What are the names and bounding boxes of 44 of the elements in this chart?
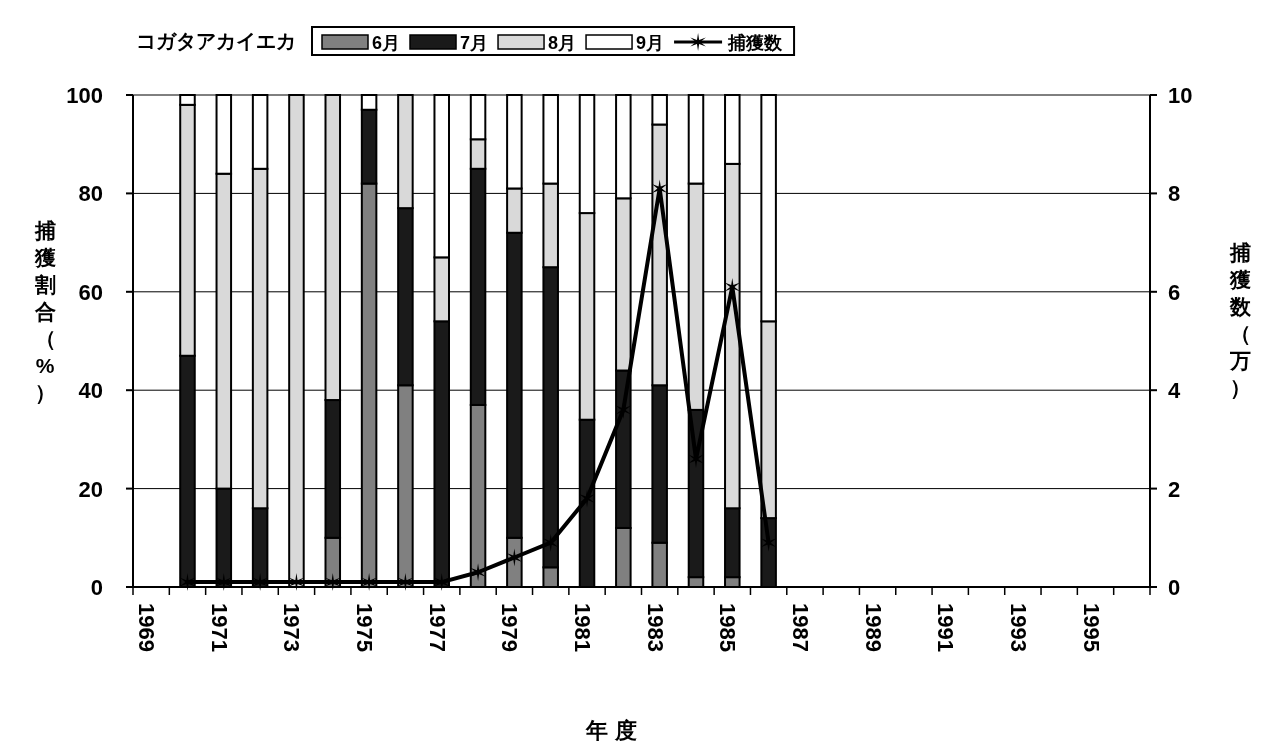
x-tick-label: 1975 [352, 603, 378, 652]
x-tick-label: 1995 [1078, 603, 1104, 652]
y2-tick-label: 0 [1168, 575, 1181, 600]
x-tick-label: 1991 [933, 603, 959, 652]
y-tick-label: 100 [66, 83, 103, 108]
y-tick-label: 60 [78, 279, 103, 305]
y2-axis-title: 捕獲数（万） [1228, 241, 1252, 399]
point [288, 573, 305, 592]
y2-tick-label: 6 [1168, 279, 1181, 305]
y-tick-label: 20 [78, 476, 103, 502]
y-tick-label: 80 [78, 181, 103, 207]
x-tick-label: 1983 [642, 603, 668, 652]
y2-tick-label: 2 [1168, 476, 1181, 502]
y2-tick-label: 8 [1168, 181, 1181, 207]
y-tick-label: 0 [90, 575, 103, 600]
y-tick-label: 40 [78, 378, 103, 404]
x-tick-label: 1973 [279, 603, 305, 652]
x-tick-label: 1981 [570, 603, 596, 652]
x-tick-label: 1971 [206, 603, 232, 652]
legend-label: 7月 [460, 33, 489, 53]
x-tick-label: 1989 [860, 603, 886, 652]
point [506, 548, 523, 567]
legend-label: 8月 [548, 33, 577, 53]
point [252, 573, 268, 592]
x-tick-label: 1969 [134, 603, 160, 652]
y2-tick-label: 4 [1168, 378, 1181, 404]
point [397, 573, 414, 592]
point [433, 573, 450, 592]
x-tick-label: 1993 [1005, 603, 1031, 652]
x-tick-label: 1979 [497, 603, 523, 652]
legend-label: 9月 [636, 33, 665, 53]
x-tick-label: 1987 [787, 603, 813, 652]
point [324, 573, 341, 592]
legend-label: 捕獲数 [727, 33, 784, 53]
legend-label: 6月 [372, 33, 401, 53]
point [216, 573, 232, 592]
y2-tick-label: 10 [1168, 83, 1193, 108]
point [179, 573, 196, 592]
point [542, 533, 559, 552]
chart-title: コガタアカイエカ [136, 30, 296, 52]
x-tick-label: 1977 [424, 603, 450, 652]
x-tick-label: 1985 [715, 603, 741, 652]
y-axis-title: 捕獲割合（%） [33, 219, 56, 404]
x-axis-title: 年 度 [585, 718, 637, 743]
